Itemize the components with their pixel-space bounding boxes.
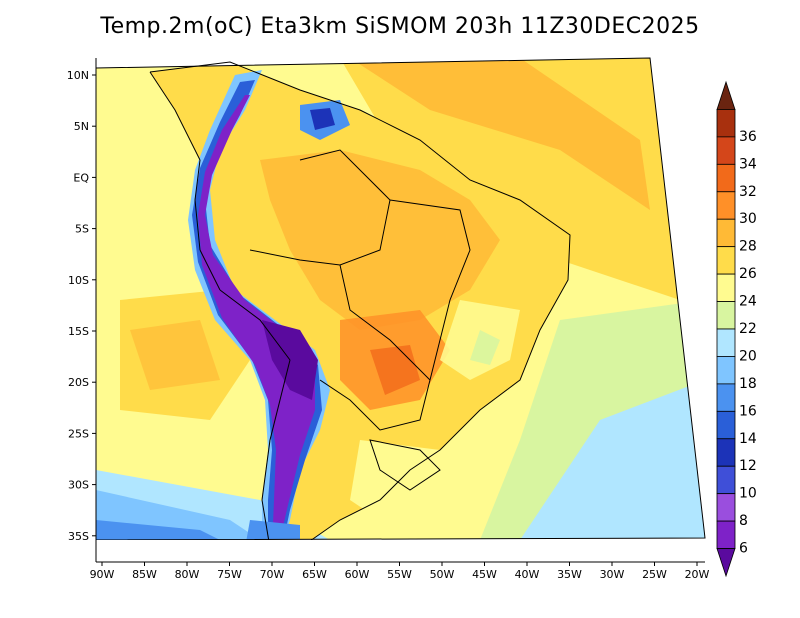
- colorbar-swatch: [716, 273, 736, 302]
- lon-tick-label: 50W: [430, 568, 455, 581]
- colorbar-label: 16: [739, 403, 757, 419]
- latitude-axis: 10N 5N EQ 5S 10S 15S 20S 25S 30S 35S: [67, 69, 96, 543]
- colorbar-swatch: [716, 520, 736, 549]
- colorbar-label: 20: [739, 348, 757, 364]
- colorbar-label: 26: [739, 266, 757, 282]
- colorbar-label: 32: [739, 184, 757, 200]
- country-borders: [149, 61, 571, 549]
- colorbar-swatch: [716, 163, 736, 193]
- lat-tick-label: 5S: [75, 223, 89, 236]
- lon-tick-label: 60W: [345, 568, 370, 581]
- colorbar-label: 18: [739, 376, 757, 392]
- lon-tick-label: 80W: [175, 568, 200, 581]
- lat-tick-label: EQ: [73, 171, 89, 184]
- colorbar-swatch: [716, 328, 736, 357]
- lon-tick-label: 40W: [515, 568, 540, 581]
- lat-tick-label: 5N: [74, 120, 89, 133]
- lon-tick-label: 55W: [387, 568, 412, 581]
- colorbar-label: 10: [739, 486, 757, 502]
- chart-title: Temp.2m(oC) Eta3km SiSMOM 203h 11Z30DEC2…: [100, 14, 700, 39]
- colorbar-swatch: [716, 136, 736, 165]
- colorbar-swatch: [716, 218, 736, 248]
- colorbar-label: 22: [739, 321, 757, 337]
- colorbar: 6 8 10 12 14 16 18 20 22 24 26 28 30 32 34 36: [716, 80, 757, 578]
- lat-tick-label: 35S: [68, 530, 89, 543]
- lat-tick-label: 10N: [67, 69, 89, 82]
- colorbar-swatch: [716, 356, 736, 385]
- lat-tick-label: 10S: [68, 274, 89, 287]
- colorbar-swatch: [716, 465, 736, 495]
- lon-tick-label: 85W: [132, 568, 157, 581]
- colorbar-swatch: [716, 410, 736, 440]
- lon-tick-label: 70W: [260, 568, 285, 581]
- colorbar-swatch: [716, 246, 736, 275]
- colorbar-label: 34: [739, 156, 757, 172]
- colorbar-label: 36: [739, 129, 757, 145]
- lat-tick-label: 20S: [68, 376, 89, 389]
- longitude-axis: 90W 85W 80W 75W 70W 65W 60W 55W 50W 45W 40W 35W 30W 2…: [90, 562, 710, 581]
- lon-tick-label: 30W: [600, 568, 625, 581]
- temperature-field: [96, 58, 705, 540]
- lon-tick-label: 75W: [217, 568, 242, 581]
- lat-tick-label: 25S: [68, 427, 89, 440]
- colorbar-label: 24: [739, 294, 757, 310]
- lon-tick-label: 45W: [472, 568, 497, 581]
- colorbar-label: 12: [739, 458, 757, 474]
- colorbar-label: 14: [739, 431, 757, 447]
- colorbar-swatch: [716, 383, 736, 412]
- colorbar-label: 30: [739, 211, 757, 227]
- colorbar-label: 6: [739, 541, 748, 557]
- lat-tick-label: 15S: [68, 325, 89, 338]
- colorbar-swatch: [716, 301, 736, 330]
- lon-tick-label: 25W: [642, 568, 667, 581]
- colorbar-swatch: [716, 493, 736, 522]
- lon-tick-label: 35W: [557, 568, 582, 581]
- colorbar-swatch: [716, 438, 736, 467]
- colorbar-label: 28: [739, 239, 757, 255]
- colorbar-label: 8: [739, 513, 748, 529]
- colorbar-swatch: [716, 109, 736, 138]
- lat-tick-label: 30S: [68, 479, 89, 492]
- lon-tick-label: 20W: [685, 568, 710, 581]
- lon-tick-label: 90W: [90, 568, 115, 581]
- colorbar-swatch: [716, 548, 736, 578]
- lon-tick-label: 65W: [302, 568, 327, 581]
- colorbar-swatch: [716, 191, 736, 220]
- colorbar-swatch: [716, 80, 736, 110]
